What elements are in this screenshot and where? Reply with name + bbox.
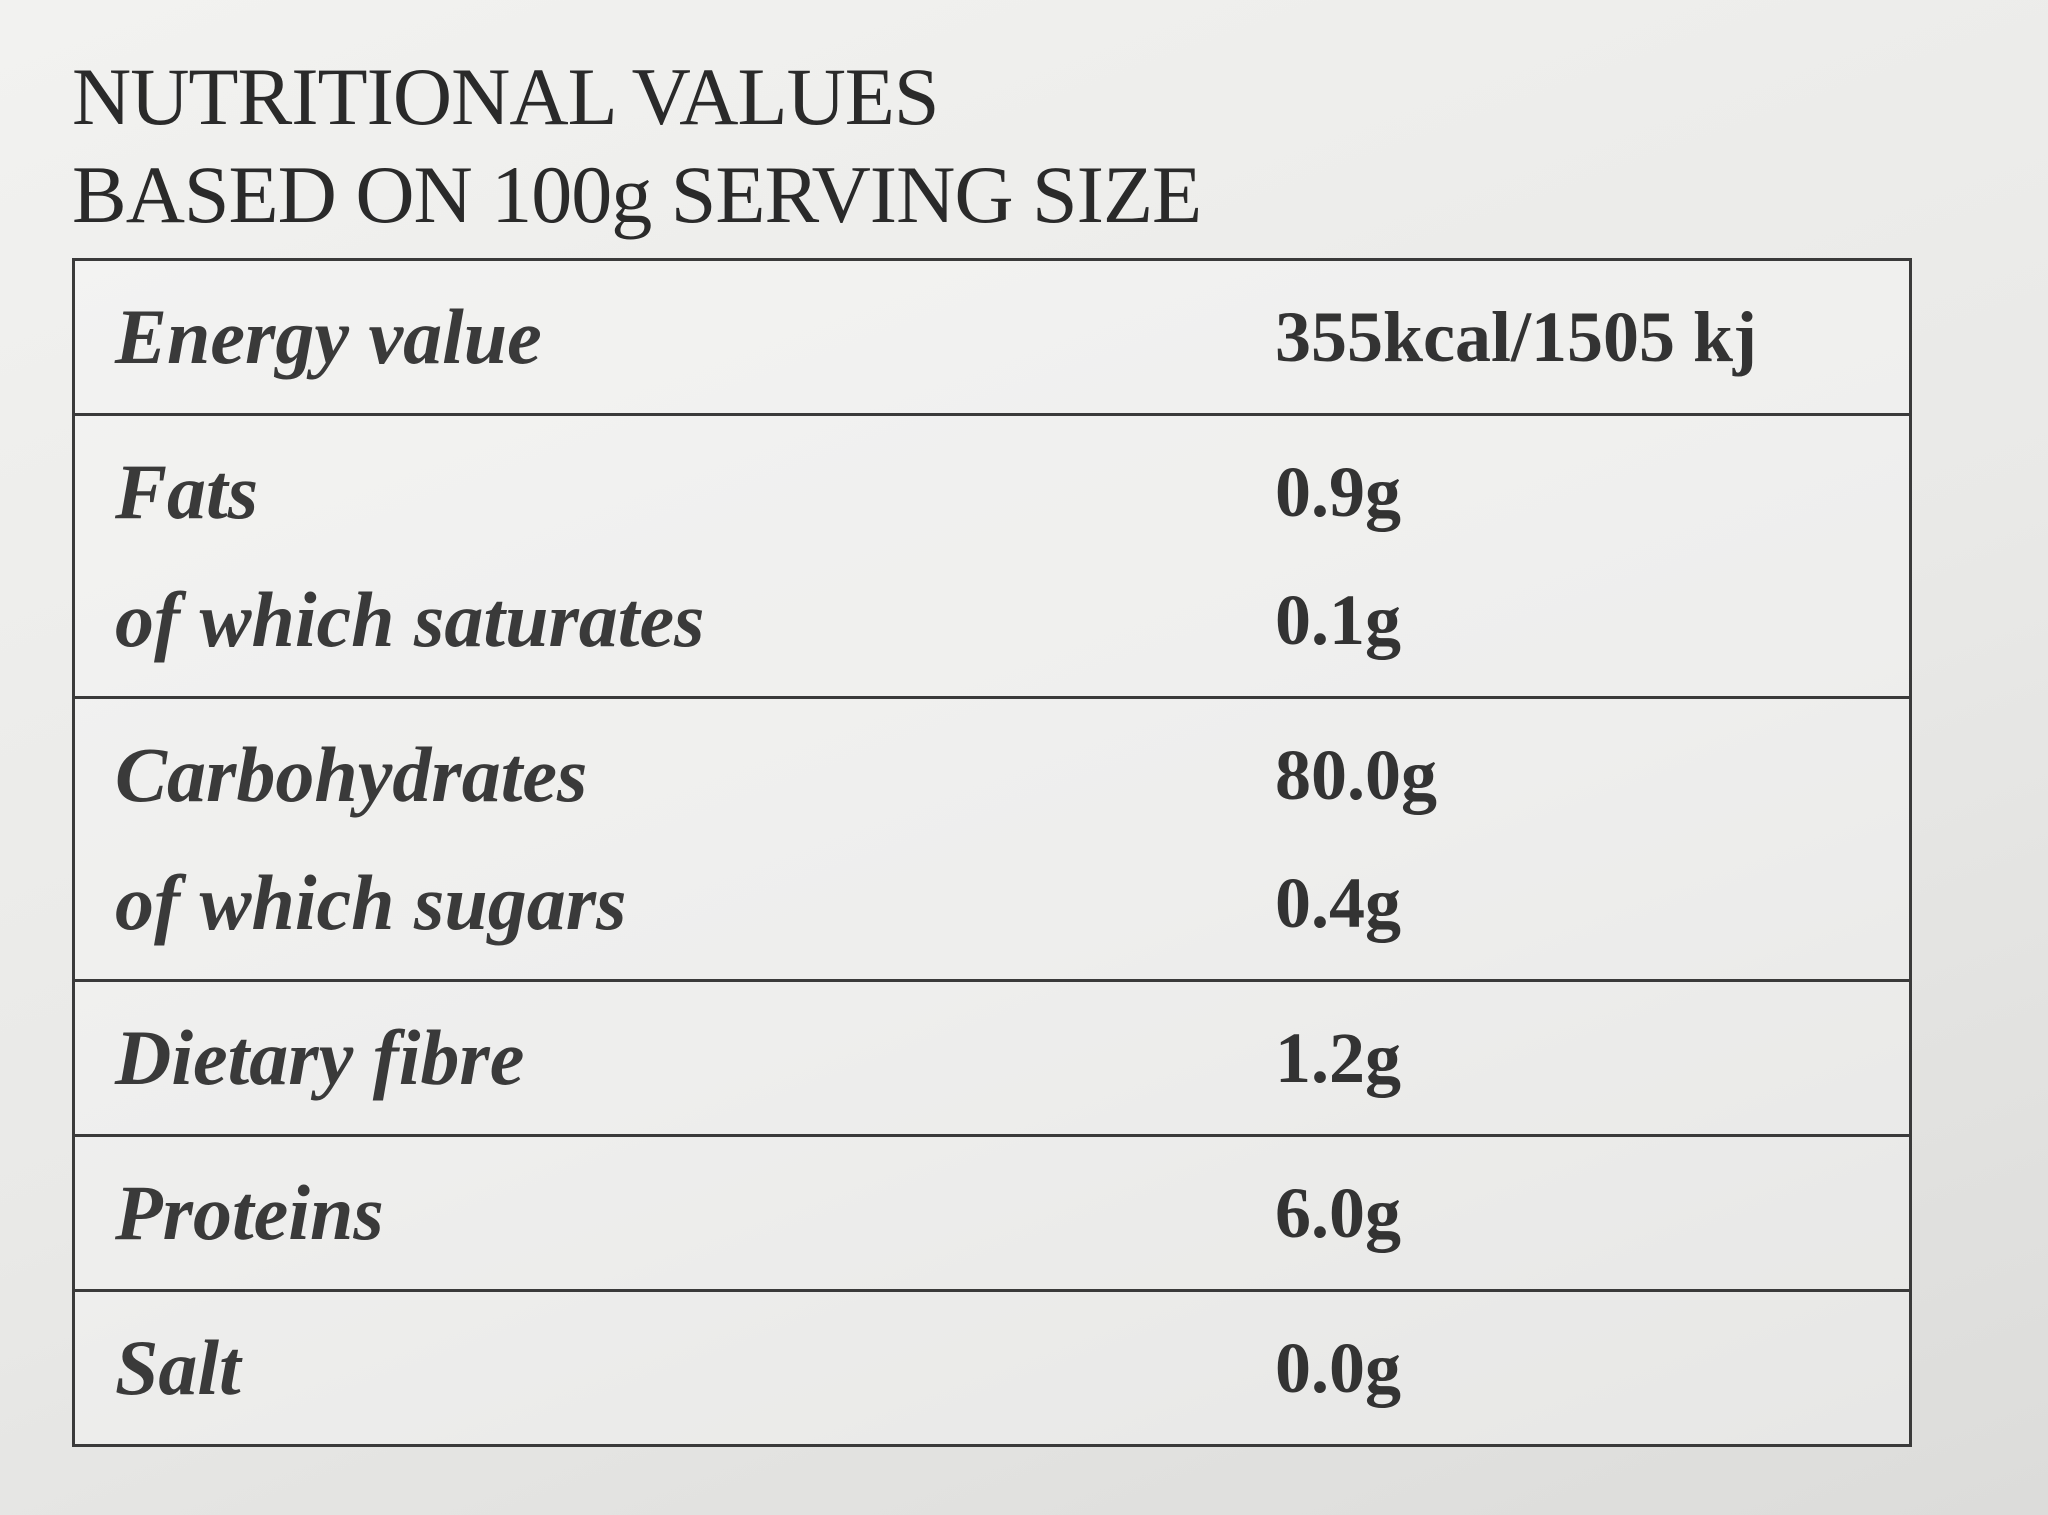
nutrient-label: Salt [115,1324,241,1411]
subtitle: BASED ON 100g SERVING SIZE [72,149,1202,240]
table-row: of which saturates 0.1g [75,556,1909,684]
nutrient-value: 0.1g [1275,579,1401,660]
table-section: Proteins 6.0g [75,1134,1909,1289]
nutrient-value: 80.0g [1275,734,1437,815]
nutrient-label: Proteins [115,1169,384,1256]
table-section: Dietary fibre 1.2g [75,979,1909,1134]
nutrient-value: 0.9g [1275,451,1401,532]
header: NUTRITIONAL VALUES BASED ON 100g SERVING… [72,48,1202,244]
nutrient-value: 0.4g [1275,862,1401,943]
table-section: Carbohydrates 80.0g of which sugars 0.4g [75,696,1909,979]
table-row: Fats 0.9g [75,428,1909,556]
table-row: Carbohydrates 80.0g [75,711,1909,839]
nutrient-label: Fats [115,448,259,535]
table-row: Dietary fibre 1.2g [75,994,1909,1122]
nutrient-label: of which sugars [115,859,627,946]
title: NUTRITIONAL VALUES [72,51,940,142]
nutrient-value: 1.2g [1275,1017,1401,1098]
nutrition-table: Energy value 355kcal/1505 kj Fats 0.9g of wh… [72,258,1912,1447]
nutrient-label: Energy value [115,293,542,380]
table-row: Energy value 355kcal/1505 kj [75,273,1909,401]
table-section: Fats 0.9g of which saturates 0.1g [75,413,1909,696]
nutrient-label: Carbohydrates [115,731,588,818]
nutrient-value: 0.0g [1275,1327,1401,1408]
table-row: Salt 0.0g [75,1304,1909,1432]
nutrient-value: 355kcal/1505 kj [1275,296,1758,377]
table-section: Energy value 355kcal/1505 kj [75,261,1909,413]
nutrient-label: of which saturates [115,576,705,663]
table-section: Salt 0.0g [75,1289,1909,1444]
nutrient-value: 6.0g [1275,1172,1401,1253]
nutrient-label: Dietary fibre [115,1014,525,1101]
table-row: Proteins 6.0g [75,1149,1909,1277]
table-row: of which sugars 0.4g [75,839,1909,967]
